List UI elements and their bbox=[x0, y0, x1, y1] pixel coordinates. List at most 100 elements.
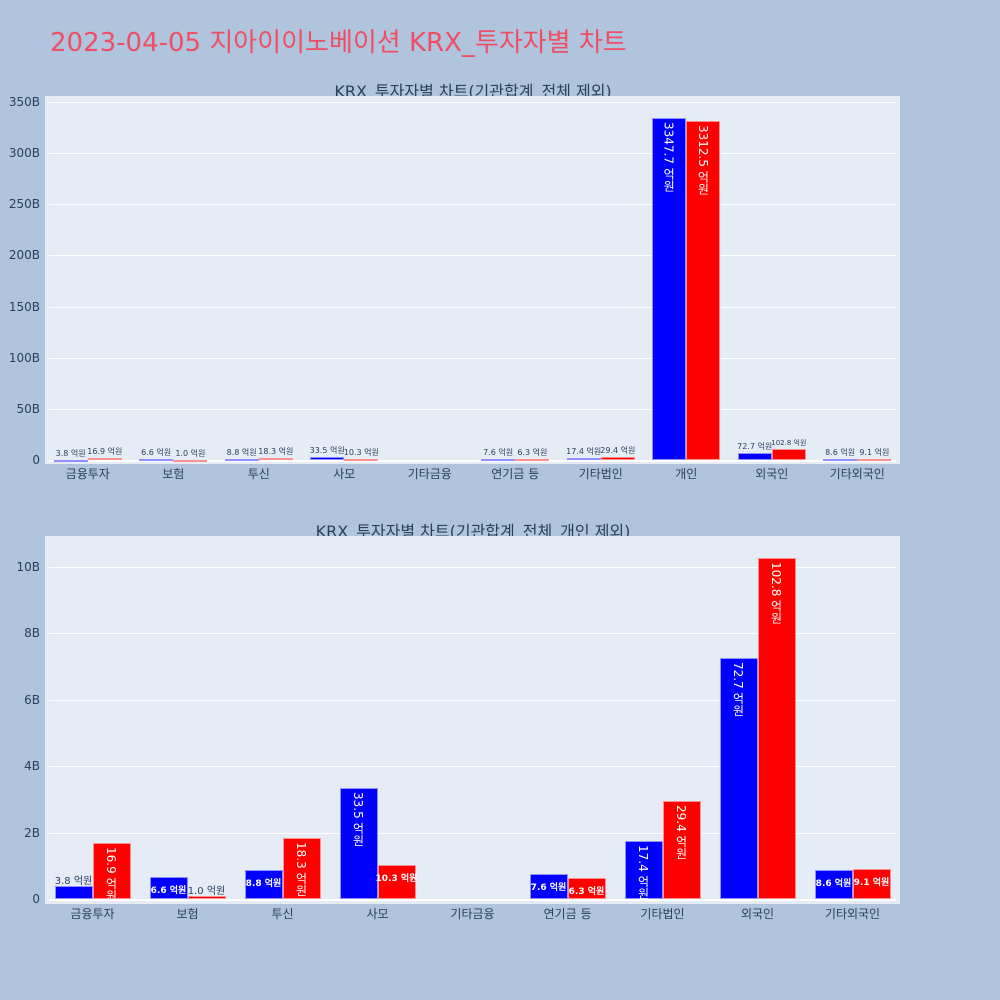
gridline bbox=[49, 408, 896, 410]
y-tick-label: 250B bbox=[8, 197, 40, 212]
bar-blue bbox=[566, 458, 601, 461]
x-tick-label: 외국인 bbox=[740, 907, 775, 921]
bar-value-label: 6.6 억원 bbox=[150, 886, 187, 897]
x-tick-label: 사모 bbox=[366, 907, 389, 921]
x-tick-label: 기타금융 bbox=[407, 467, 452, 481]
bar-red bbox=[662, 801, 701, 899]
bar-value-label: 72.7 억원 bbox=[731, 661, 745, 717]
gridline bbox=[49, 567, 896, 568]
bar-red bbox=[258, 458, 293, 461]
y-tick-label: 100B bbox=[8, 350, 40, 365]
x-tick-label: 투신 bbox=[247, 467, 270, 481]
x-tick-label: 외국인 bbox=[755, 467, 789, 481]
gridline bbox=[49, 899, 896, 901]
y-tick-label: 6B bbox=[24, 692, 40, 707]
gridline bbox=[49, 153, 896, 155]
bar-red bbox=[771, 449, 806, 460]
gridline bbox=[49, 255, 896, 257]
x-tick-label: 금융투자 bbox=[65, 467, 110, 481]
bar-value-label: 9.1 억원 bbox=[859, 448, 890, 458]
bar-value-label: 7.6 억원 bbox=[530, 882, 567, 893]
gridline bbox=[49, 204, 896, 206]
bar-value-label: 16.9 억원 bbox=[104, 846, 118, 902]
bar-value-label: 29.4 억원 bbox=[600, 445, 636, 455]
bar-blue bbox=[244, 869, 283, 899]
gridline bbox=[49, 306, 896, 308]
x-tick-label: 투신 bbox=[271, 907, 294, 921]
bar-value-label: 18.3 억원 bbox=[294, 842, 308, 897]
bar-value-label: 33.5 억원 bbox=[351, 791, 365, 847]
bar-value-label: 18.3 억원 bbox=[258, 447, 294, 457]
y-tick-label: 50B bbox=[16, 401, 40, 416]
bar-value-label: 102.8 억원 bbox=[769, 561, 783, 624]
y-tick-label: 10B bbox=[16, 560, 40, 574]
bar-red bbox=[757, 557, 796, 899]
bar-value-label: 33.5 억원 bbox=[309, 445, 345, 455]
gridline bbox=[49, 460, 896, 462]
bar-value-label: 3347.7 억원 bbox=[661, 121, 676, 192]
gridline bbox=[49, 766, 896, 768]
y-tick-label: 350B bbox=[8, 95, 40, 109]
bar-blue bbox=[310, 456, 345, 460]
bar-red bbox=[515, 459, 550, 462]
gridline bbox=[49, 832, 896, 834]
gridline bbox=[49, 102, 896, 103]
y-tick-label: 4B bbox=[24, 759, 40, 774]
y-tick-label: 0 bbox=[32, 892, 40, 906]
bar-red bbox=[857, 459, 892, 462]
bar-value-label: 29.4 억원 bbox=[674, 805, 688, 860]
gridline bbox=[49, 357, 896, 359]
bar-value-label: 8.6 억원 bbox=[825, 448, 856, 458]
x-tick-label: 금융투자 bbox=[70, 907, 115, 921]
bar-value-label: 3.8 억원 bbox=[55, 448, 86, 458]
bar-blue bbox=[53, 459, 88, 462]
bar-blue bbox=[339, 787, 378, 899]
bar-blue bbox=[823, 459, 858, 462]
bar-red bbox=[852, 868, 891, 899]
bar-blue bbox=[652, 117, 687, 460]
bar-blue bbox=[529, 873, 568, 899]
gridline bbox=[49, 633, 896, 635]
bar-value-label: 8.8 억원 bbox=[245, 878, 282, 889]
x-tick-label: 기타외국인 bbox=[829, 467, 885, 481]
x-tick-label: 기타법인 bbox=[578, 467, 623, 481]
bar-red bbox=[344, 458, 379, 461]
bar-value-label: 9.1 억원 bbox=[853, 877, 890, 888]
x-tick-label: 보험 bbox=[176, 907, 199, 921]
bar-value-label: 72.7 억원 bbox=[737, 441, 773, 451]
page-title: 2023-04-05 지아이이노베이션 KRX_투자자별 차트 bbox=[50, 28, 627, 58]
bar-red bbox=[377, 864, 416, 899]
x-tick-label: 개인 bbox=[675, 467, 698, 481]
bar-red bbox=[600, 456, 635, 460]
x-tick-label: 기타법인 bbox=[640, 907, 685, 921]
bar-blue bbox=[719, 657, 758, 899]
bar-value-label: 7.6 억원 bbox=[483, 448, 514, 458]
bar-value-label: 8.6 억원 bbox=[815, 879, 852, 890]
x-tick-label: 사모 bbox=[333, 467, 356, 481]
x-tick-label: 보험 bbox=[162, 467, 185, 481]
bar-red bbox=[686, 121, 721, 460]
bar-blue bbox=[737, 452, 772, 460]
bar-value-label: 6.3 억원 bbox=[517, 448, 548, 458]
y-tick-label: 0 bbox=[32, 453, 40, 467]
y-tick-label: 8B bbox=[24, 626, 40, 641]
bar-red bbox=[92, 842, 131, 899]
bar-value-label: 3312.5 억원 bbox=[695, 125, 710, 195]
x-tick-label: 기타외국인 bbox=[824, 907, 881, 921]
bar-blue bbox=[54, 886, 93, 899]
chart1-plot-area bbox=[45, 96, 900, 464]
bar-value-label: 3.8 억원 bbox=[54, 876, 93, 888]
bar-red bbox=[173, 459, 208, 462]
bar-value-label: 17.4 억원 bbox=[636, 845, 650, 900]
bar-value-label: 1.0 억원 bbox=[187, 885, 226, 897]
bar-blue bbox=[139, 459, 174, 462]
bar-red bbox=[282, 838, 321, 899]
y-tick-label: 150B bbox=[8, 299, 40, 314]
bar-blue bbox=[814, 870, 853, 899]
bar-value-label: 10.3 억원 bbox=[343, 447, 379, 457]
x-tick-label: 연기금 등 bbox=[543, 907, 592, 921]
gridline bbox=[49, 699, 896, 701]
bar-value-label: 8.8 억원 bbox=[226, 448, 257, 458]
bar-red bbox=[187, 895, 226, 899]
x-tick-label: 기타금융 bbox=[450, 907, 495, 921]
